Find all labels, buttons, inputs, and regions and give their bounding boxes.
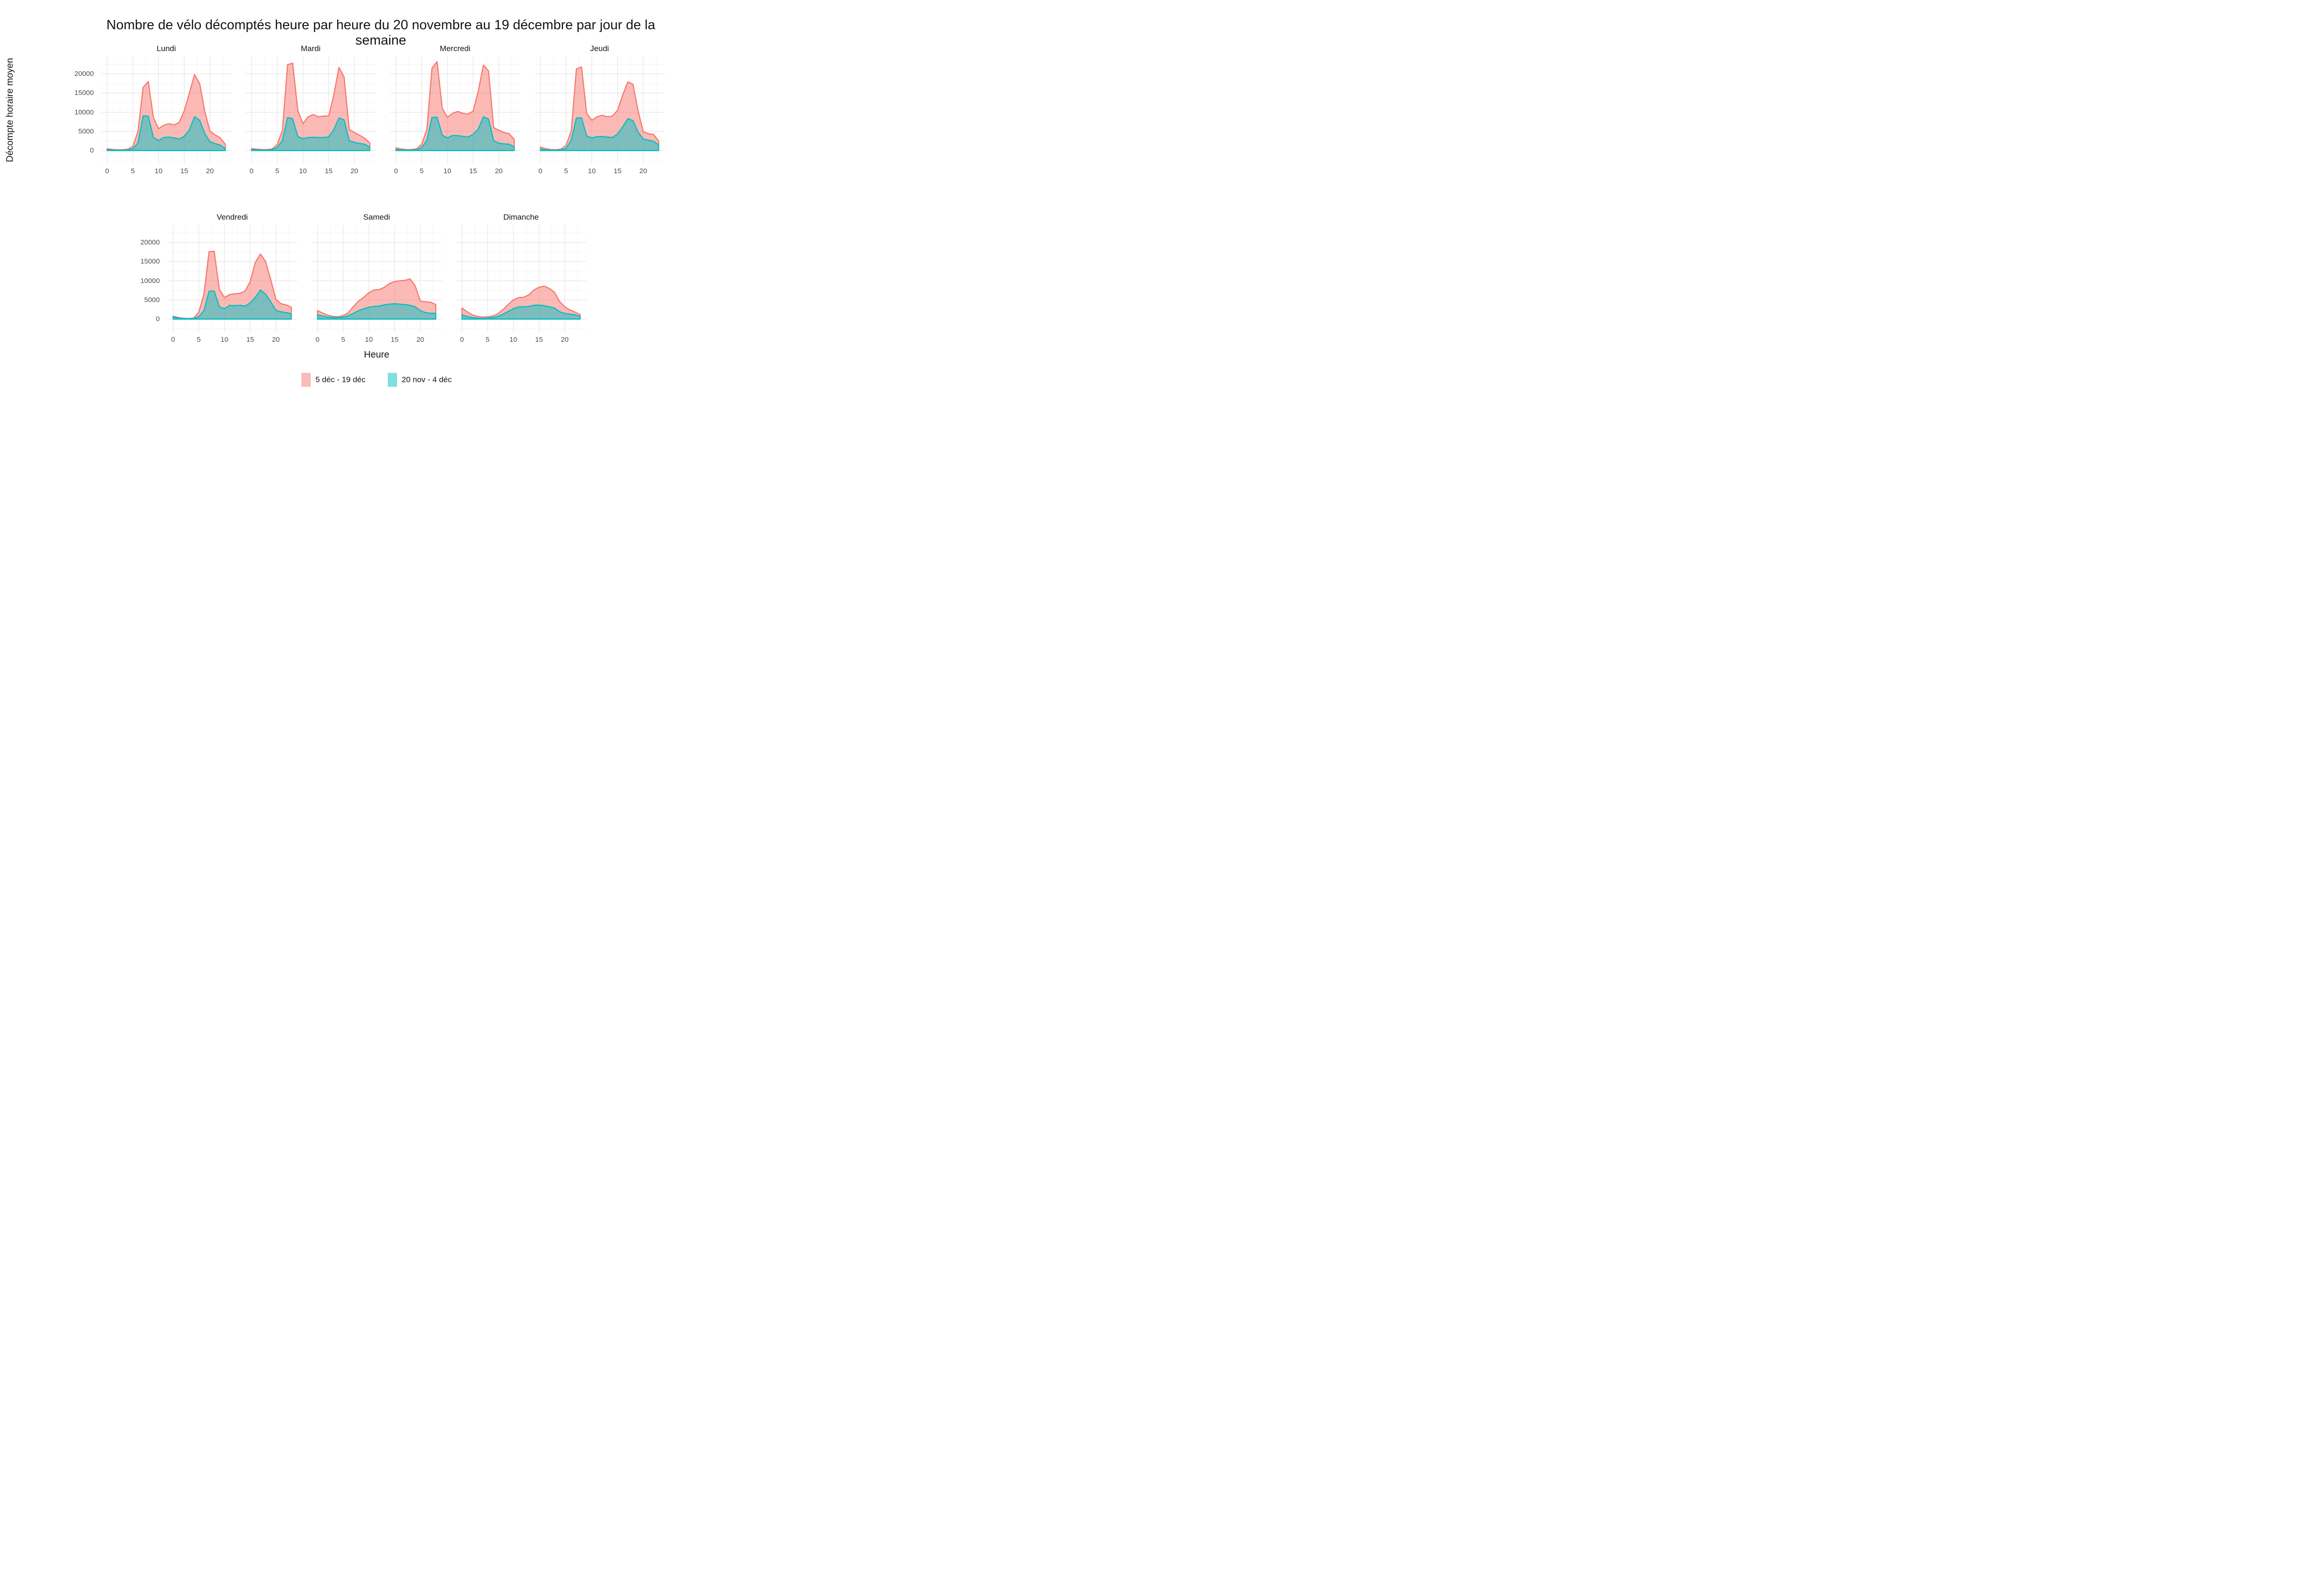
x-tick-label: 5 — [275, 167, 280, 175]
x-tick-label: 15 — [469, 167, 477, 175]
x-tick-label: 0 — [249, 167, 254, 175]
x-tick-label: 0 — [105, 167, 109, 175]
facet-jeudi: Jeudi 0 5 10 15 20 — [535, 41, 665, 178]
legend-label: 5 déc - 19 déc — [315, 375, 365, 384]
facet-title: Samedi — [363, 213, 390, 221]
x-tick-label: 10 — [444, 167, 451, 175]
x-tick-label: 20 — [561, 336, 569, 344]
facet-panel-jeudi — [535, 57, 665, 164]
x-axis-tick-labels: 0 5 10 15 20 — [312, 332, 442, 346]
facet-row-1: 20000 15000 10000 5000 0 Lundi 0 5 10 15 20 Mardi 0… — [74, 41, 665, 178]
facet-dimanche: Dimanche 0 5 10 15 20 — [456, 209, 586, 346]
y-axis-tick-labels-row1: 20000 15000 10000 5000 0 — [74, 57, 98, 164]
y-tick-label: 20000 — [74, 70, 94, 78]
x-tick-label: 10 — [588, 167, 596, 175]
area-20nov-4dec — [172, 289, 292, 320]
y-tick-label: 0 — [90, 146, 94, 155]
y-tick-label: 10000 — [74, 108, 94, 117]
x-tick-label: 0 — [315, 336, 320, 344]
x-tick-label: 20 — [639, 167, 647, 175]
x-tick-label: 15 — [613, 167, 622, 175]
x-tick-label: 15 — [535, 336, 543, 344]
x-axis-tick-labels: 0 5 10 15 20 — [535, 164, 665, 178]
x-tick-label: 5 — [564, 167, 568, 175]
legend-item-recent: 5 déc - 19 déc — [301, 373, 365, 387]
x-tick-label: 15 — [391, 336, 399, 344]
facet-panel-mercredi — [390, 57, 520, 164]
facet-panel-mardi — [246, 57, 376, 164]
x-tick-label: 0 — [460, 336, 464, 344]
facet-panel-vendredi — [167, 225, 297, 332]
facet-mercredi: Mercredi 0 5 10 15 20 — [390, 41, 520, 178]
y-tick-label: 0 — [156, 315, 160, 323]
facet-panel-samedi — [312, 225, 442, 332]
area-20nov-4dec — [461, 304, 581, 320]
x-tick-label: 20 — [206, 167, 214, 175]
x-tick-label: 20 — [272, 336, 280, 344]
area-20nov-4dec — [317, 303, 437, 320]
facet-title: Dimanche — [503, 213, 539, 221]
x-tick-label: 15 — [246, 336, 254, 344]
x-axis-tick-labels: 0 5 10 15 20 — [101, 164, 231, 178]
legend-swatch-20nov-4dec — [388, 373, 397, 387]
x-tick-label: 5 — [341, 336, 346, 344]
x-tick-label: 20 — [416, 336, 424, 344]
y-tick-label: 15000 — [74, 89, 94, 97]
area-20nov-4dec — [540, 117, 659, 151]
y-tick-label: 15000 — [140, 257, 160, 266]
x-tick-label: 10 — [509, 336, 517, 344]
figure: Nombre de vélo décomptés heure par heure… — [0, 0, 717, 399]
facet-title: Lundi — [157, 44, 176, 53]
y-tick-label: 5000 — [78, 127, 94, 136]
x-tick-label: 15 — [325, 167, 333, 175]
facet-title: Jeudi — [590, 44, 609, 53]
facet-panel-dimanche — [456, 225, 586, 332]
facet-title: Mercredi — [439, 44, 471, 53]
x-axis-title: Heure — [364, 350, 390, 360]
x-tick-label: 0 — [394, 167, 398, 175]
area-20nov-4dec — [251, 117, 371, 151]
legend: 5 déc - 19 déc 20 nov - 4 déc — [167, 373, 586, 387]
area-20nov-4dec — [395, 116, 515, 151]
legend-label: 20 nov - 4 déc — [402, 375, 452, 384]
x-tick-label: 10 — [221, 336, 228, 344]
x-tick-label: 20 — [350, 167, 359, 175]
x-tick-label: 5 — [130, 167, 135, 175]
facet-panel-lundi — [101, 57, 231, 164]
facet-vendredi: Vendredi 0 5 10 15 20 — [167, 209, 297, 346]
x-axis-tick-labels: 0 5 10 15 20 — [167, 332, 297, 346]
facet-mardi: Mardi 0 5 10 15 20 — [246, 41, 376, 178]
y-tick-label: 10000 — [140, 277, 160, 285]
x-tick-label: 20 — [495, 167, 503, 175]
facet-title: Mardi — [300, 44, 321, 53]
y-axis-tick-labels-row2: 20000 15000 10000 5000 0 — [140, 225, 163, 332]
x-tick-label: 0 — [171, 336, 175, 344]
x-tick-label: 10 — [155, 167, 163, 175]
y-tick-label: 20000 — [140, 238, 160, 247]
chart-title: Nombre de vélo décomptés heure par heure… — [106, 18, 655, 48]
x-tick-label: 5 — [196, 336, 201, 344]
x-tick-label: 15 — [180, 167, 189, 175]
x-axis-tick-labels: 0 5 10 15 20 — [246, 164, 376, 178]
x-axis-tick-labels: 0 5 10 15 20 — [456, 332, 586, 346]
x-tick-label: 10 — [365, 336, 373, 344]
facet-row-2: 20000 15000 10000 5000 0 Vendredi 0 5 10 15 20 Sam… — [140, 209, 586, 346]
y-axis-title: Décompte horaire moyen — [5, 58, 15, 163]
x-tick-label: 5 — [419, 167, 424, 175]
legend-swatch-5dec-19dec — [301, 373, 311, 387]
facet-lundi: Lundi 0 5 10 15 20 — [101, 41, 231, 178]
x-tick-label: 10 — [299, 167, 307, 175]
legend-item-previous: 20 nov - 4 déc — [388, 373, 452, 387]
facet-title: Vendredi — [216, 213, 248, 221]
area-20nov-4dec — [106, 115, 226, 151]
x-axis-tick-labels: 0 5 10 15 20 — [390, 164, 520, 178]
x-tick-label: 5 — [485, 336, 490, 344]
facet-samedi: Samedi 0 5 10 15 20 — [312, 209, 442, 346]
y-tick-label: 5000 — [144, 296, 160, 304]
x-tick-label: 0 — [538, 167, 542, 175]
